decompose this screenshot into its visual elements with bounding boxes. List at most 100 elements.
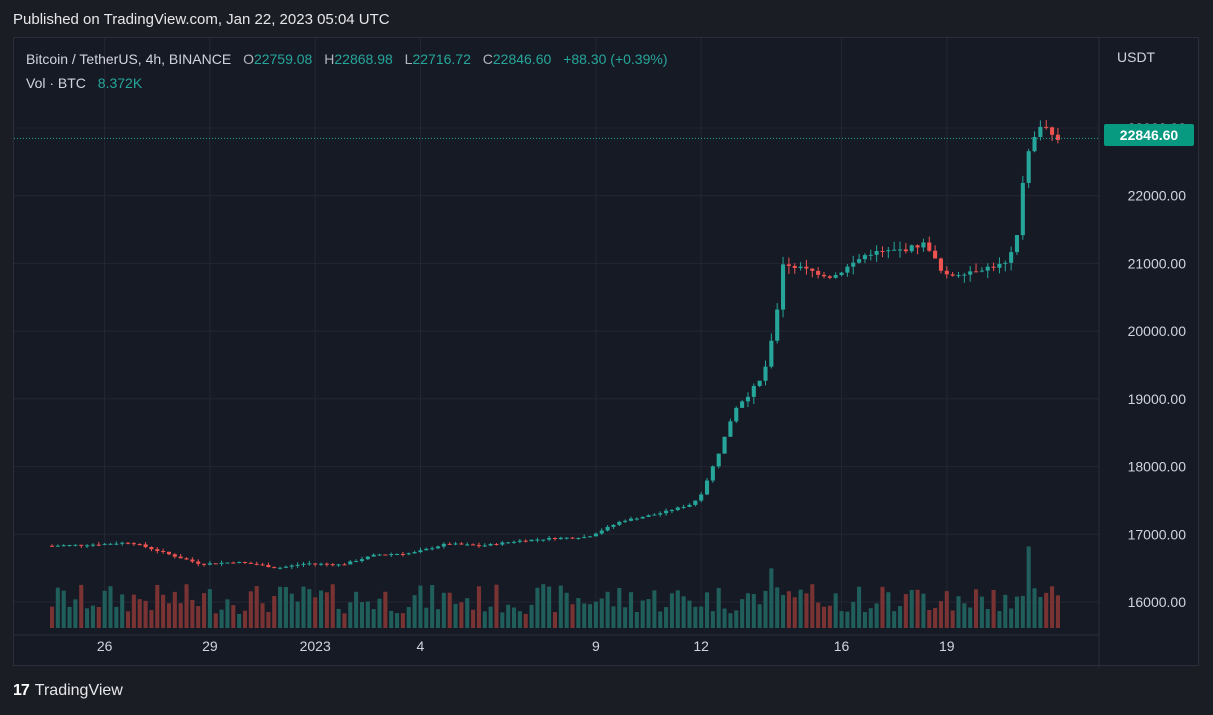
candle-body [868,254,873,256]
candle-body [810,268,815,271]
volume-bar [722,608,727,628]
volume-bar [254,586,259,628]
volume-bar [114,606,119,628]
volume-bar [272,595,277,628]
volume-bar [406,607,411,628]
volume-bar [354,591,359,628]
volume-bar [956,596,961,628]
volume-bar [874,603,879,628]
volume-bar [219,609,224,628]
candle-body [494,543,499,545]
candle-body [985,266,990,271]
candle-body [605,526,610,531]
volume-bar [599,598,604,628]
volume-legend-row: Vol · BTC 8.372K [26,75,667,99]
volume-bar [61,590,66,628]
candle-body [67,544,72,546]
candle-body [839,272,844,276]
volume-bar [652,590,657,628]
chart-pane[interactable]: 16000.00 17000.00 18000.00 19000.00 20000.00… [13,37,1200,667]
volume-bar [915,589,920,628]
candle-body [652,514,657,516]
candle-body [307,563,312,565]
candle-body [482,545,487,547]
volume-bar [1014,596,1020,628]
candle-body [740,401,745,408]
candle-body [938,258,943,271]
ohlc-legend-row: Bitcoin / TetherUS, 4h, BINANCE O22759.0… [26,51,667,75]
volume-bar [476,586,481,628]
volume-bar [213,613,218,628]
candle-body [833,275,838,278]
candle-body [465,544,470,546]
volume-bar [734,610,739,628]
candle-body [944,270,949,275]
y-tick-label: 20000.00 [1128,323,1187,339]
candle-body [149,547,154,550]
price-chart[interactable]: 16000.00 17000.00 18000.00 19000.00 20000.00… [14,38,1200,667]
volume-bar [161,594,166,628]
candle-body [1026,151,1031,183]
candle-body [207,563,212,565]
candle-body [576,538,581,540]
volume-bar [85,608,90,628]
candle-body [453,543,458,545]
volume-bar [301,586,306,628]
price-scale-currency[interactable]: USDT [1117,49,1156,65]
volume-bar [974,589,979,628]
candle-body [617,521,622,525]
candle-body [628,518,634,521]
candle-body [564,537,569,539]
tradingview-logo-icon: 17 [13,682,30,699]
volume-bar [108,586,113,628]
volume-bar [827,605,832,628]
candle-body [166,551,172,555]
close-label: C [482,51,493,67]
candle-body [377,554,382,556]
y-tick-label: 19000.00 [1128,391,1187,407]
volume-bar [950,610,955,628]
candle-body [781,264,786,310]
candle-body [933,250,938,259]
volume-bar [79,584,84,628]
volume-bar [511,607,517,628]
candle-body [511,541,517,543]
volume-bar [529,604,534,628]
volume-bar [400,613,405,628]
volume-bar [155,584,160,628]
candle-body [763,366,768,381]
volume-bar [570,604,575,628]
volume-bar [646,599,651,628]
candle-body [675,507,680,511]
volume-label[interactable]: Vol · BTC [26,75,86,91]
volume-bar [471,609,476,628]
candle-body [266,564,271,568]
volume-bar [611,606,616,628]
candle-body [318,563,324,565]
x-tick-label: 29 [202,638,218,654]
volume-bar [552,612,558,628]
candle-body [570,537,575,539]
candle-body [61,545,66,547]
candle-body [909,245,914,252]
candle-body [354,561,359,563]
volume-bar [231,605,236,628]
tradingview-brand[interactable]: 17 TradingView [13,682,123,700]
volume-bar [588,604,593,628]
volume-bar [506,604,511,628]
candle-body [459,543,464,545]
volume-bar [102,590,107,628]
volume-bar [289,593,294,628]
symbol-label[interactable]: Bitcoin / TetherUS, 4h, BINANCE [26,51,232,67]
volume-bar [348,602,353,628]
candle-body [383,554,388,556]
candle-body [734,407,739,422]
candle-body [435,546,441,549]
candle-body [623,520,628,522]
candle-body [125,542,131,544]
volume-bar [745,593,751,628]
candle-body [751,385,756,397]
volume-bar [488,606,493,628]
volume-bar [1055,595,1060,628]
candle-body [757,380,762,386]
